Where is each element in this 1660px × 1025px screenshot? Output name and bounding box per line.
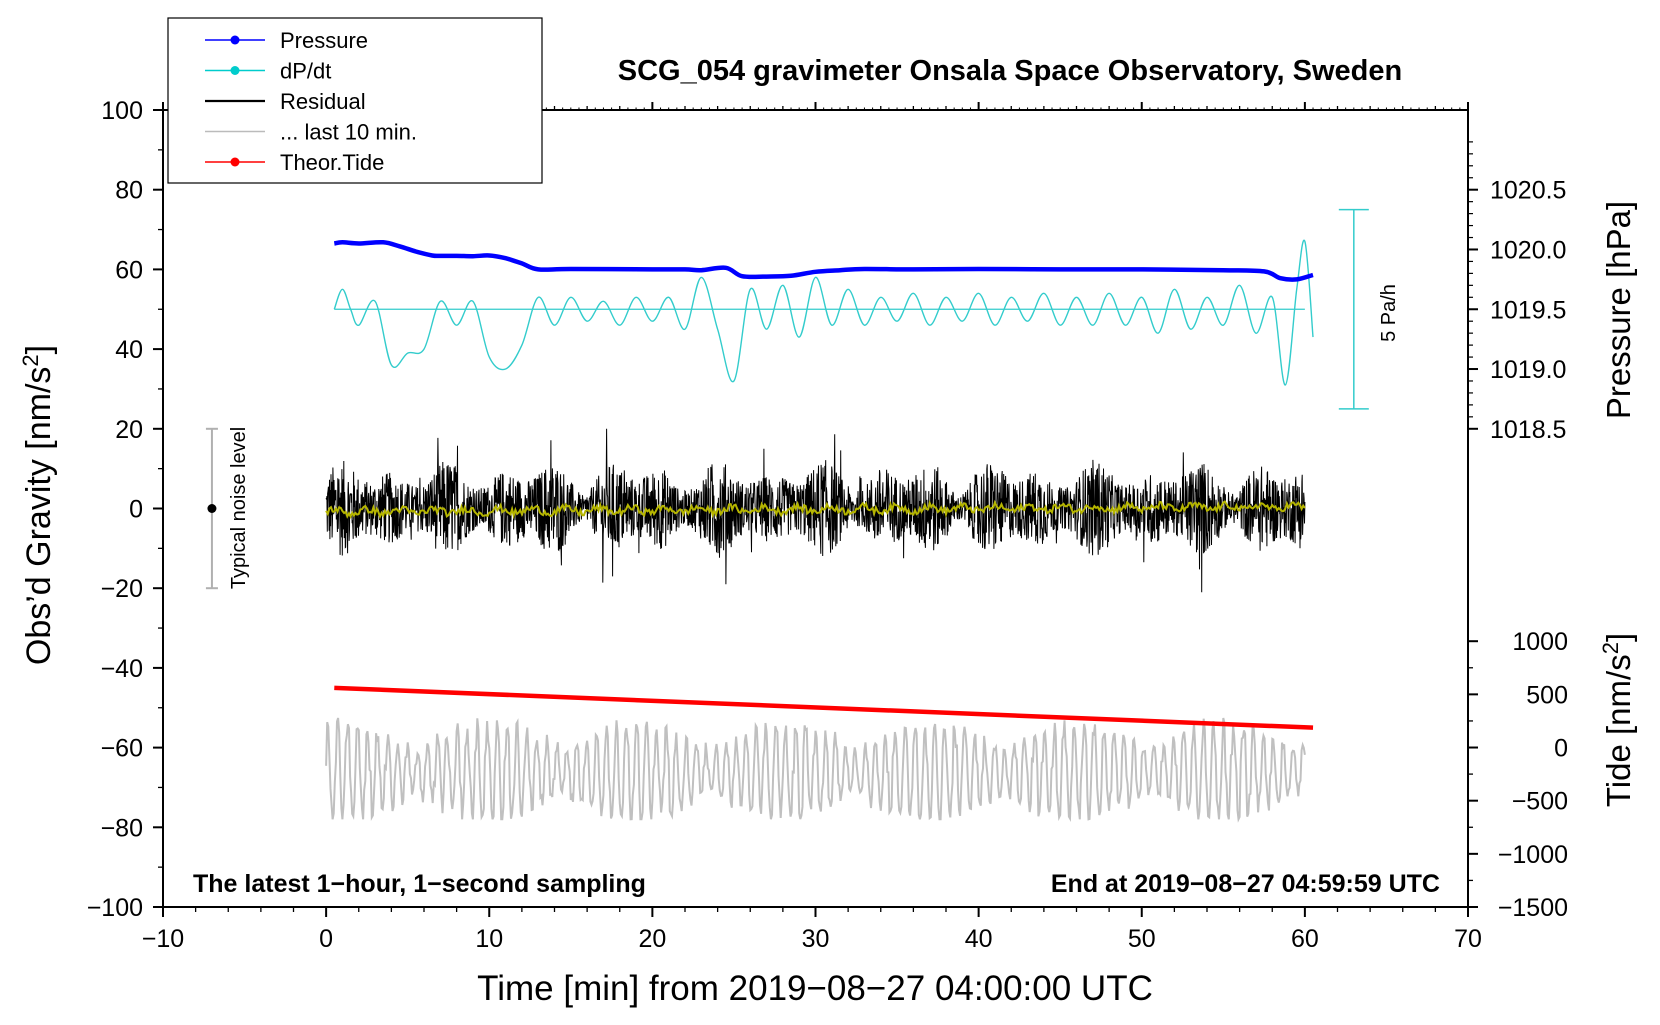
tide-tick-label: 1000 bbox=[1512, 628, 1568, 656]
annotation-bottom-left: The latest 1−hour, 1−second sampling bbox=[193, 870, 646, 898]
y-tick-label: −80 bbox=[101, 814, 143, 842]
y-tick-label: −20 bbox=[101, 575, 143, 603]
dpdt-series-line bbox=[333, 239, 1314, 386]
y-tick-label: 20 bbox=[115, 416, 143, 444]
noise-bar-center bbox=[207, 504, 217, 513]
legend-marker bbox=[230, 35, 240, 45]
y-tick-label: 0 bbox=[129, 496, 143, 524]
dpdt-scale-label: 5 Pa/h bbox=[1378, 284, 1400, 342]
legend-label: Theor.Tide bbox=[280, 150, 384, 175]
legend-label: Pressure bbox=[280, 28, 368, 53]
tide-tick-label: 500 bbox=[1526, 681, 1568, 709]
chart-title: SCG_054 gravimeter Onsala Space Observat… bbox=[618, 55, 1402, 87]
x-tick-label: 50 bbox=[1128, 925, 1156, 953]
y-tick-label: −100 bbox=[87, 894, 143, 922]
x-tick-label: 70 bbox=[1454, 925, 1482, 953]
x-tick-label: 0 bbox=[319, 925, 333, 953]
pressure-series-line bbox=[333, 239, 1314, 282]
pressure-tick-label: 1018.5 bbox=[1490, 416, 1566, 444]
pressure-tick-label: 1020.5 bbox=[1490, 177, 1566, 205]
residual-mean-line bbox=[325, 499, 1306, 520]
x-tick-label: 40 bbox=[965, 925, 993, 953]
x-tick-label: 10 bbox=[475, 925, 503, 953]
tide-tick-label: −1500 bbox=[1498, 894, 1568, 922]
pressure-tick-label: 1019.5 bbox=[1490, 296, 1566, 324]
y-axis-label-tide: Tide [nm/s2] bbox=[1598, 633, 1638, 807]
tide-tick-label: −500 bbox=[1512, 788, 1568, 816]
tide-series-line bbox=[334, 685, 1314, 730]
y-axis-label-pressure: Pressure [hPa] bbox=[1600, 201, 1637, 419]
legend-label: ... last 10 min. bbox=[280, 120, 417, 145]
y-tick-label: 100 bbox=[101, 97, 143, 125]
noise-level-label: Typical noise level bbox=[228, 427, 250, 589]
y-tick-label: 80 bbox=[115, 177, 143, 205]
legend-label: Residual bbox=[280, 89, 366, 114]
x-axis-label: Time [min] from 2019−08−27 04:00:00 UTC bbox=[477, 969, 1153, 1008]
legend-marker bbox=[230, 66, 240, 75]
tide-tick-label: −1000 bbox=[1498, 841, 1568, 869]
y-tick-label: 60 bbox=[115, 256, 143, 284]
y-tick-label: −60 bbox=[101, 735, 143, 763]
x-tick-label: 20 bbox=[638, 925, 666, 953]
residual-series-line bbox=[325, 428, 1306, 593]
pressure-tick-label: 1020.0 bbox=[1490, 236, 1566, 264]
x-tick-label: 30 bbox=[802, 925, 830, 953]
pressure-tick-label: 1019.0 bbox=[1490, 356, 1566, 384]
last-10-min-line bbox=[325, 717, 1306, 823]
tide-tick-label: 0 bbox=[1554, 735, 1568, 763]
y-tick-label: −40 bbox=[101, 655, 143, 683]
legend-label: dP/dt bbox=[280, 59, 331, 84]
annotation-bottom-right: End at 2019−08−27 04:59:59 UTC bbox=[1051, 870, 1440, 898]
legend-marker bbox=[230, 157, 240, 167]
y-tick-label: 40 bbox=[115, 336, 143, 364]
x-tick-label: 60 bbox=[1291, 925, 1319, 953]
legend: Pressure dP/dt Residual ... last 10 min. The… bbox=[167, 17, 543, 184]
x-tick-label: −10 bbox=[142, 925, 184, 953]
y-axis-label-gravity: Obs’d Gravity [nm/s2] bbox=[18, 345, 59, 665]
